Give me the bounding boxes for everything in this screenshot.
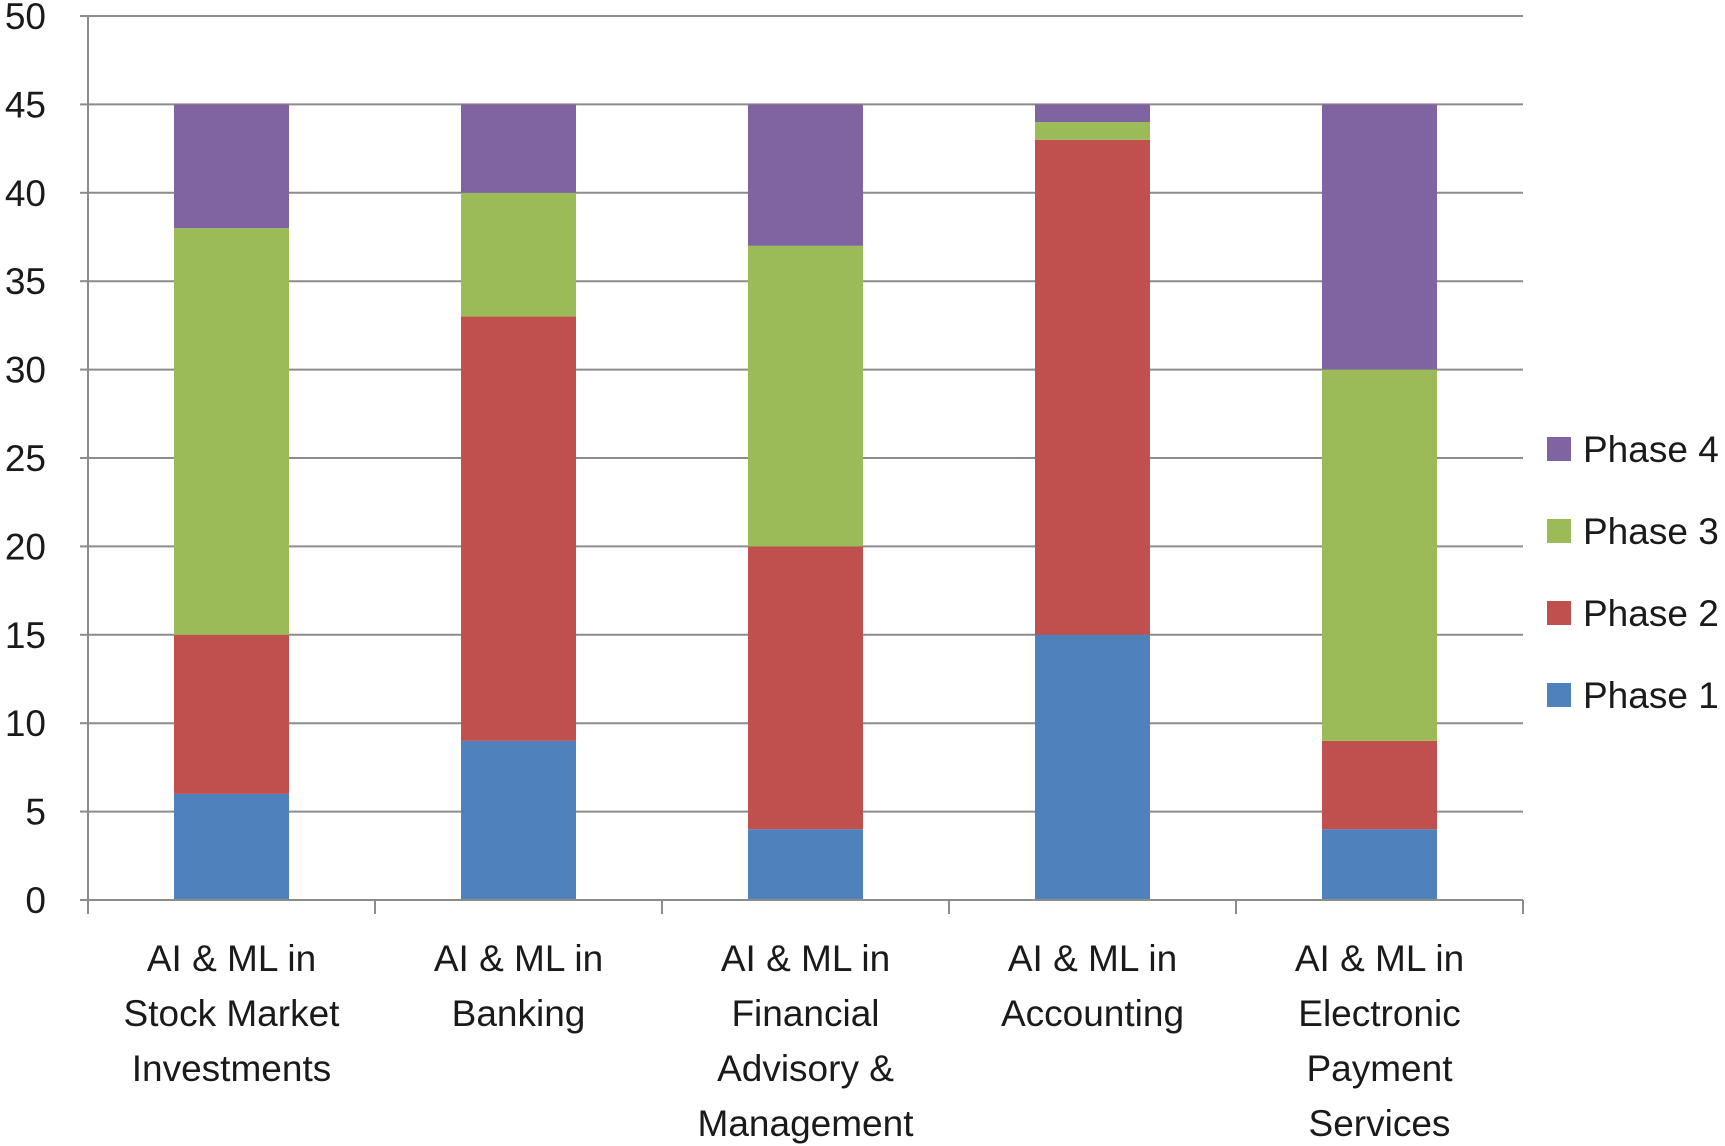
bar-segment-phase-4 <box>1322 104 1437 370</box>
bar-segment-phase-3 <box>748 245 863 547</box>
bar-segment-phase-2 <box>1035 139 1150 635</box>
bar-segment-phase-3 <box>1322 369 1437 741</box>
x-category-label: Electronic <box>1298 993 1460 1034</box>
legend: Phase 4 Phase 3 Phase 2 Phase 1 <box>1547 429 1719 716</box>
x-category-label: Financial <box>731 993 879 1034</box>
bar-segment-phase-4 <box>1035 104 1150 123</box>
y-tick-label: 40 <box>5 173 46 214</box>
legend-label-phase-4: Phase 4 <box>1583 429 1719 470</box>
bar-segment-phase-2 <box>748 546 863 830</box>
legend-swatch-phase-3 <box>1547 519 1571 543</box>
x-category-label: Investments <box>132 1048 331 1089</box>
bar-segment-phase-4 <box>174 104 289 229</box>
bar-segment-phase-3 <box>174 228 289 635</box>
bars <box>174 104 1437 900</box>
y-tick-label: 5 <box>25 792 46 833</box>
x-category-label: AI & ML in <box>147 938 316 979</box>
bar-segment-phase-1 <box>174 793 289 900</box>
legend-swatch-phase-2 <box>1547 601 1571 625</box>
bar-segment-phase-1 <box>748 829 863 900</box>
y-tick-label: 10 <box>5 703 46 744</box>
x-category-label: Stock Market <box>124 993 341 1034</box>
x-category-label: Advisory & <box>717 1048 894 1089</box>
x-category-label: AI & ML in <box>434 938 603 979</box>
y-tick-label: 20 <box>5 526 46 567</box>
bar-segment-phase-2 <box>174 634 289 794</box>
y-tick-label: 45 <box>5 84 46 125</box>
x-category-label: AI & ML in <box>1295 938 1464 979</box>
bar-segment-phase-1 <box>1035 634 1150 900</box>
bar-segment-phase-3 <box>461 192 576 317</box>
x-category-labels: AI & ML in Stock Market Investments AI & ML… <box>124 938 1465 1144</box>
y-tick-label: 15 <box>5 615 46 656</box>
y-tick-label: 25 <box>5 438 46 479</box>
legend-swatch-phase-1 <box>1547 683 1571 707</box>
legend-label-phase-3: Phase 3 <box>1583 511 1719 552</box>
x-category-label: Payment <box>1306 1048 1453 1089</box>
x-category-label: Banking <box>452 993 586 1034</box>
x-category-label: AI & ML in <box>1008 938 1177 979</box>
bar-segment-phase-1 <box>1322 829 1437 900</box>
axes <box>80 15 1524 914</box>
x-category-label: AI & ML in <box>721 938 890 979</box>
y-tick-label: 30 <box>5 350 46 391</box>
bar-segment-phase-2 <box>1322 740 1437 830</box>
y-tick-label: 35 <box>5 261 46 302</box>
x-category-label: Management <box>698 1103 915 1144</box>
bar-segment-phase-4 <box>461 104 576 193</box>
bar-segment-phase-3 <box>1035 122 1150 140</box>
x-category-label: Services <box>1309 1103 1451 1144</box>
y-tick-label: 50 <box>5 0 46 37</box>
y-tick-labels: 0 5 10 15 20 25 30 35 40 45 50 <box>5 0 46 921</box>
x-category-label: Accounting <box>1001 993 1184 1034</box>
bar-segment-phase-4 <box>748 104 863 246</box>
legend-swatch-phase-4 <box>1547 437 1571 461</box>
legend-label-phase-1: Phase 1 <box>1583 675 1719 716</box>
bar-segment-phase-1 <box>461 740 576 900</box>
bar-segment-phase-2 <box>461 316 576 741</box>
y-tick-label: 0 <box>25 880 46 921</box>
legend-label-phase-2: Phase 2 <box>1583 593 1719 634</box>
